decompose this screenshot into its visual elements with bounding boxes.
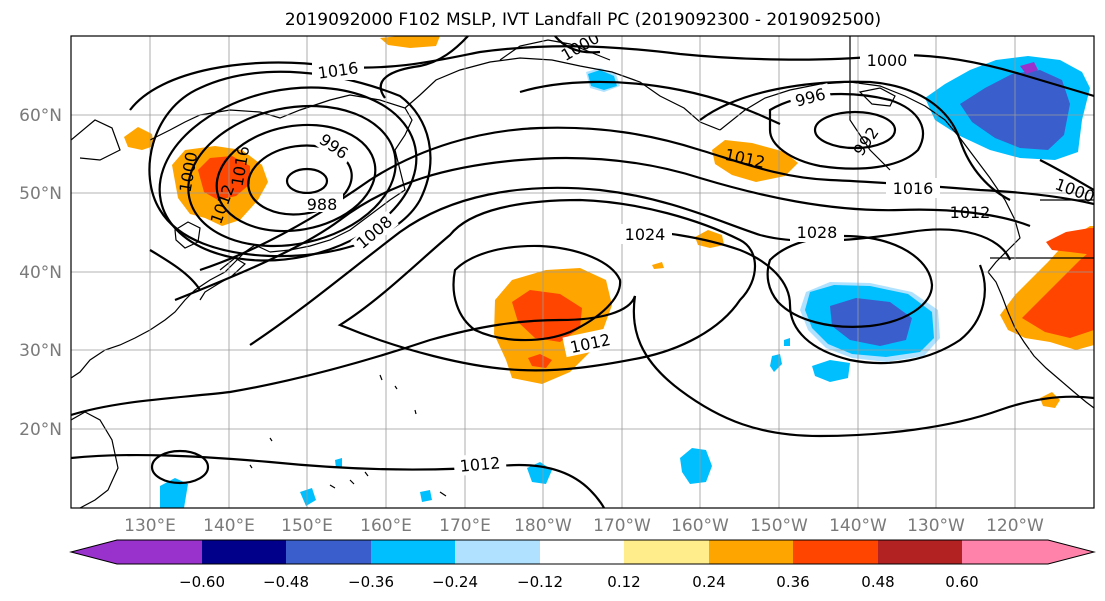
lat-label: 60°N bbox=[19, 106, 62, 126]
colorbar-segment bbox=[455, 540, 540, 564]
colorbar-segment bbox=[202, 540, 286, 564]
lon-label: 140°E bbox=[203, 516, 255, 536]
colorbar-tick-label: −0.12 bbox=[517, 573, 563, 591]
lat-label: 40°N bbox=[19, 263, 62, 283]
contour-label: 1024 bbox=[625, 225, 666, 244]
lat-label: 30°N bbox=[19, 341, 62, 361]
contour-label: 1016 bbox=[893, 179, 934, 198]
lon-label: 170°E bbox=[439, 516, 491, 536]
latitude-labels: 60°N 50°N 40°N 30°N 20°N bbox=[19, 106, 62, 440]
colorbar-tick-label: 0.48 bbox=[861, 573, 894, 591]
longitude-labels: 130°E 140°E 150°E 160°E 170°E 180°W 170°… bbox=[124, 516, 1044, 536]
colorbar-tick-label: −0.36 bbox=[348, 573, 394, 591]
colorbar-segment bbox=[793, 540, 878, 564]
colorbar-segment bbox=[624, 540, 709, 564]
colorbar-tick-label: 0.36 bbox=[776, 573, 809, 591]
colorbar-segment bbox=[286, 540, 371, 564]
ivt-positive-anomalies bbox=[124, 36, 1094, 408]
colorbar-ticks: −0.60 −0.48 −0.36 −0.24 −0.12 0.12 0.24 … bbox=[179, 573, 979, 591]
colorbar-tick-label: −0.24 bbox=[432, 573, 478, 591]
colorbar-extend-high bbox=[962, 540, 1094, 564]
colorbar: −0.60 −0.48 −0.36 −0.24 −0.12 0.12 0.24 … bbox=[69, 539, 1096, 591]
lon-label: 160°E bbox=[360, 516, 412, 536]
contour-label: 1012 bbox=[950, 203, 991, 222]
lat-label: 20°N bbox=[19, 420, 62, 440]
lon-label: 150°W bbox=[750, 516, 808, 536]
colorbar-segment bbox=[878, 540, 962, 564]
lon-label: 160°W bbox=[671, 516, 729, 536]
lon-label: 180°W bbox=[514, 516, 572, 536]
lon-label: 170°W bbox=[593, 516, 651, 536]
colorbar-tick-label: 0.60 bbox=[945, 573, 978, 591]
colorbar-segment bbox=[371, 540, 455, 564]
contour-label: 1012 bbox=[459, 453, 501, 475]
contour-label: 988 bbox=[307, 195, 338, 214]
colorbar-tick-label: 0.12 bbox=[607, 573, 640, 591]
lon-label: 130°E bbox=[124, 516, 176, 536]
colorbar-tick-label: −0.60 bbox=[179, 573, 225, 591]
chart-title: 2019092000 F102 MSLP, IVT Landfall PC (2… bbox=[285, 10, 881, 30]
contour-label: 1028 bbox=[797, 223, 838, 242]
colorbar-segment bbox=[709, 540, 793, 564]
colorbar-tick-label: −0.48 bbox=[263, 573, 309, 591]
lon-label: 130°W bbox=[907, 516, 965, 536]
colorbar-tick-label: 0.24 bbox=[692, 573, 725, 591]
coastlines bbox=[71, 36, 1094, 508]
lon-label: 140°W bbox=[829, 516, 887, 536]
lon-label: 120°W bbox=[986, 516, 1044, 536]
lat-label: 50°N bbox=[19, 184, 62, 204]
lon-label: 150°E bbox=[281, 516, 333, 536]
colorbar-segment bbox=[540, 540, 624, 564]
colorbar-segment bbox=[117, 540, 202, 564]
contour-label: 1000 bbox=[867, 51, 908, 70]
map-frame bbox=[70, 35, 1095, 509]
map-panel: 1016 996 988 1008 1024 1028 1012 1012 10… bbox=[71, 36, 1094, 508]
colorbar-extend-low bbox=[71, 540, 117, 564]
